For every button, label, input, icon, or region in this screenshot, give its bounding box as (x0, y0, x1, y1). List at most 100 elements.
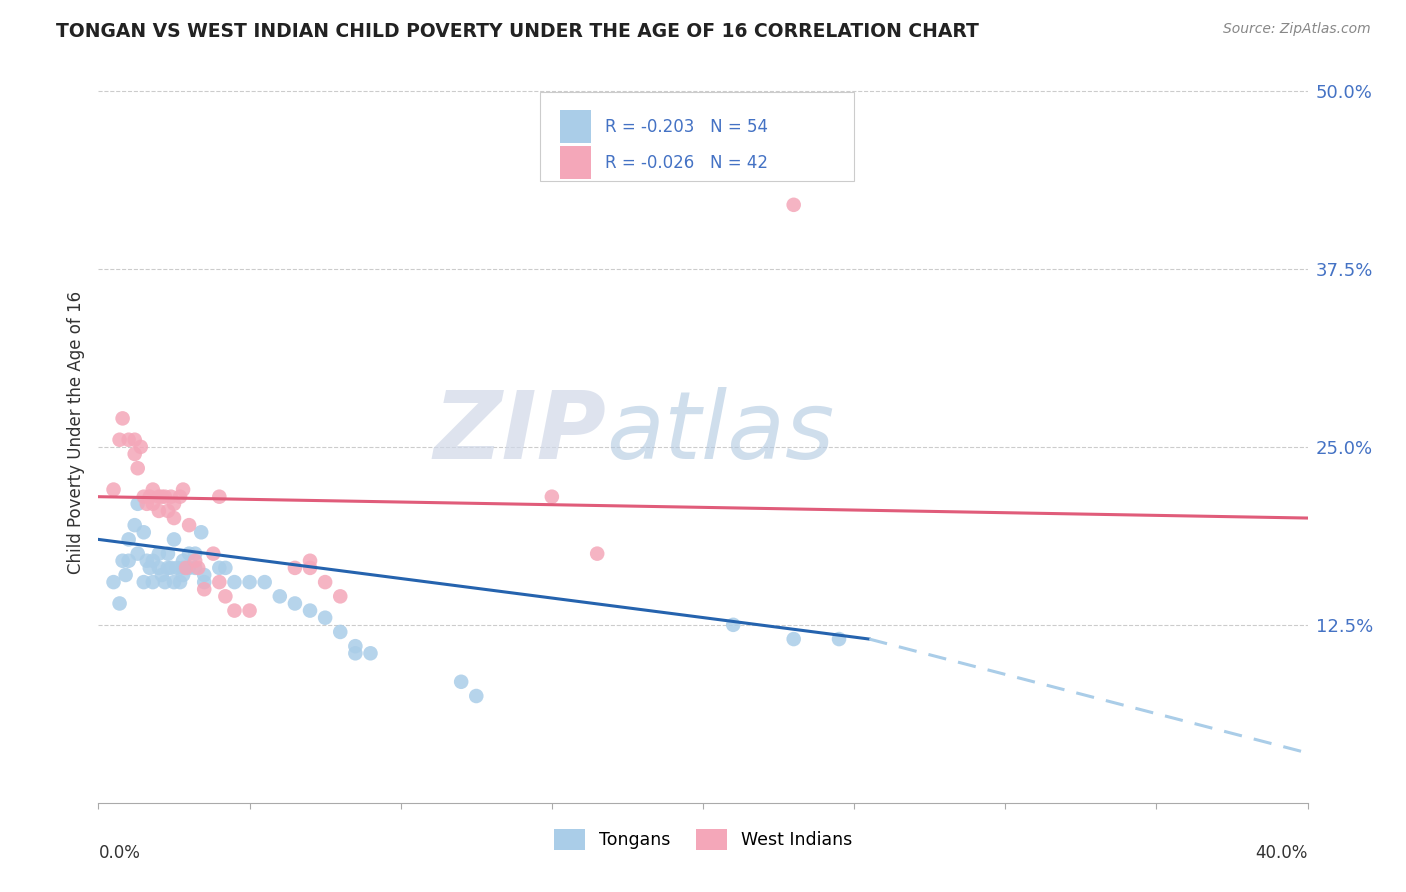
Point (118, 533, 141, 547)
Point (269, 590, 291, 604)
Point (299, 561, 322, 575)
Point (193, 582, 215, 597)
Point (132, 490, 155, 504)
Point (208, 575, 231, 590)
Point (783, 198, 806, 212)
Point (540, 490, 562, 504)
Point (450, 674, 472, 689)
Point (132, 525, 155, 540)
Point (239, 604, 262, 618)
Point (129, 440, 152, 454)
Point (214, 561, 236, 575)
Point (193, 568, 215, 582)
Point (172, 561, 194, 575)
Point (163, 511, 186, 525)
Point (142, 554, 165, 568)
Point (166, 561, 188, 575)
Point (148, 561, 170, 575)
Point (150, 568, 173, 582)
Point (132, 575, 155, 590)
Point (284, 597, 307, 611)
Point (135, 554, 157, 568)
Point (465, 689, 488, 703)
Point (142, 575, 165, 590)
Point (202, 547, 225, 561)
Point (108, 433, 131, 447)
Point (163, 533, 186, 547)
Point (153, 490, 176, 504)
Point (156, 547, 179, 561)
Legend: Tongans, West Indians: Tongans, West Indians (547, 822, 859, 857)
Point (184, 554, 207, 568)
Point (208, 561, 231, 575)
Point (329, 624, 352, 639)
Point (118, 554, 141, 568)
Point (169, 490, 191, 504)
Point (108, 597, 131, 611)
Text: 40.0%: 40.0% (1256, 844, 1308, 862)
Point (193, 575, 215, 590)
FancyBboxPatch shape (540, 92, 855, 181)
Point (124, 433, 146, 447)
Point (139, 490, 162, 504)
Point (224, 604, 246, 618)
Point (214, 590, 236, 604)
Point (160, 561, 183, 575)
Point (783, 632, 806, 646)
Point (187, 561, 209, 575)
Point (148, 504, 170, 518)
Point (179, 547, 201, 561)
Text: TONGAN VS WEST INDIAN CHILD POVERTY UNDER THE AGE OF 16 CORRELATION CHART: TONGAN VS WEST INDIAN CHILD POVERTY UNDE… (56, 22, 979, 41)
Point (224, 575, 246, 590)
Text: 0.0%: 0.0% (98, 844, 141, 862)
Point (111, 554, 134, 568)
Point (103, 575, 125, 590)
Text: R = -0.203   N = 54: R = -0.203 N = 54 (605, 118, 768, 136)
Point (139, 561, 162, 575)
Point (148, 547, 170, 561)
Point (299, 554, 322, 568)
Point (179, 518, 201, 533)
Point (172, 554, 194, 568)
Point (190, 525, 212, 540)
Point (299, 604, 322, 618)
Point (124, 447, 146, 461)
Point (127, 461, 149, 475)
Point (184, 547, 207, 561)
Point (314, 610, 336, 624)
Point (253, 575, 276, 590)
Point (142, 497, 165, 511)
FancyBboxPatch shape (561, 110, 591, 144)
Point (160, 490, 183, 504)
Point (169, 575, 191, 590)
Text: R = -0.026   N = 42: R = -0.026 N = 42 (605, 153, 768, 171)
Point (284, 561, 307, 575)
Point (118, 433, 141, 447)
Point (156, 561, 179, 575)
Point (172, 483, 194, 497)
Point (586, 547, 609, 561)
Point (163, 497, 186, 511)
Point (184, 561, 207, 575)
FancyBboxPatch shape (561, 146, 591, 179)
Point (723, 617, 745, 632)
Text: ZIP: ZIP (433, 386, 606, 479)
Point (127, 547, 149, 561)
Point (114, 568, 136, 582)
Point (329, 590, 352, 604)
Point (208, 490, 231, 504)
Point (111, 411, 134, 425)
Text: atlas: atlas (606, 387, 835, 478)
Point (150, 490, 173, 504)
Point (103, 483, 125, 497)
Point (344, 646, 367, 660)
Text: Source: ZipAtlas.com: Source: ZipAtlas.com (1223, 22, 1371, 37)
Point (344, 639, 367, 653)
Point (179, 561, 201, 575)
Point (127, 497, 149, 511)
Point (124, 518, 146, 533)
Point (360, 646, 382, 660)
Point (148, 490, 170, 504)
Point (174, 561, 197, 575)
Point (135, 497, 157, 511)
